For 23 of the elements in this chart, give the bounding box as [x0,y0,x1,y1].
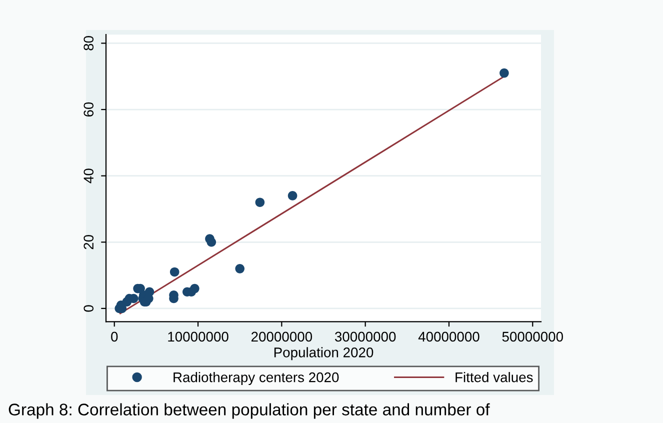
y-tick-label: 80 [84,36,94,50]
caption: Graph 8: Correlation between population per state and number of [8,403,490,419]
x-tick-label: 30000000 [334,332,396,342]
point [288,191,298,200]
y-tick-label: 40 [84,168,94,184]
point [190,284,200,294]
y-tick-label: 0 [84,305,94,312]
x-tick-label: 20000000 [251,332,312,342]
x-tick-label: 40000000 [418,332,480,342]
point [235,264,245,274]
legend-label: Radiotherapy centers 2020 [174,372,339,385]
x-tick-label: 0 [111,332,118,342]
point [144,287,154,297]
y-tick-label: 20 [84,234,94,250]
y-tick-label: 60 [84,102,94,117]
point [206,237,216,247]
x-axis-title: Population 2020 [274,347,374,360]
x-tick-label: 10000000 [168,332,228,342]
point [170,267,180,277]
point [255,198,265,208]
x-tick-label: 50000000 [502,332,563,342]
point [500,68,509,78]
legend-label: Fitted values [456,372,533,382]
